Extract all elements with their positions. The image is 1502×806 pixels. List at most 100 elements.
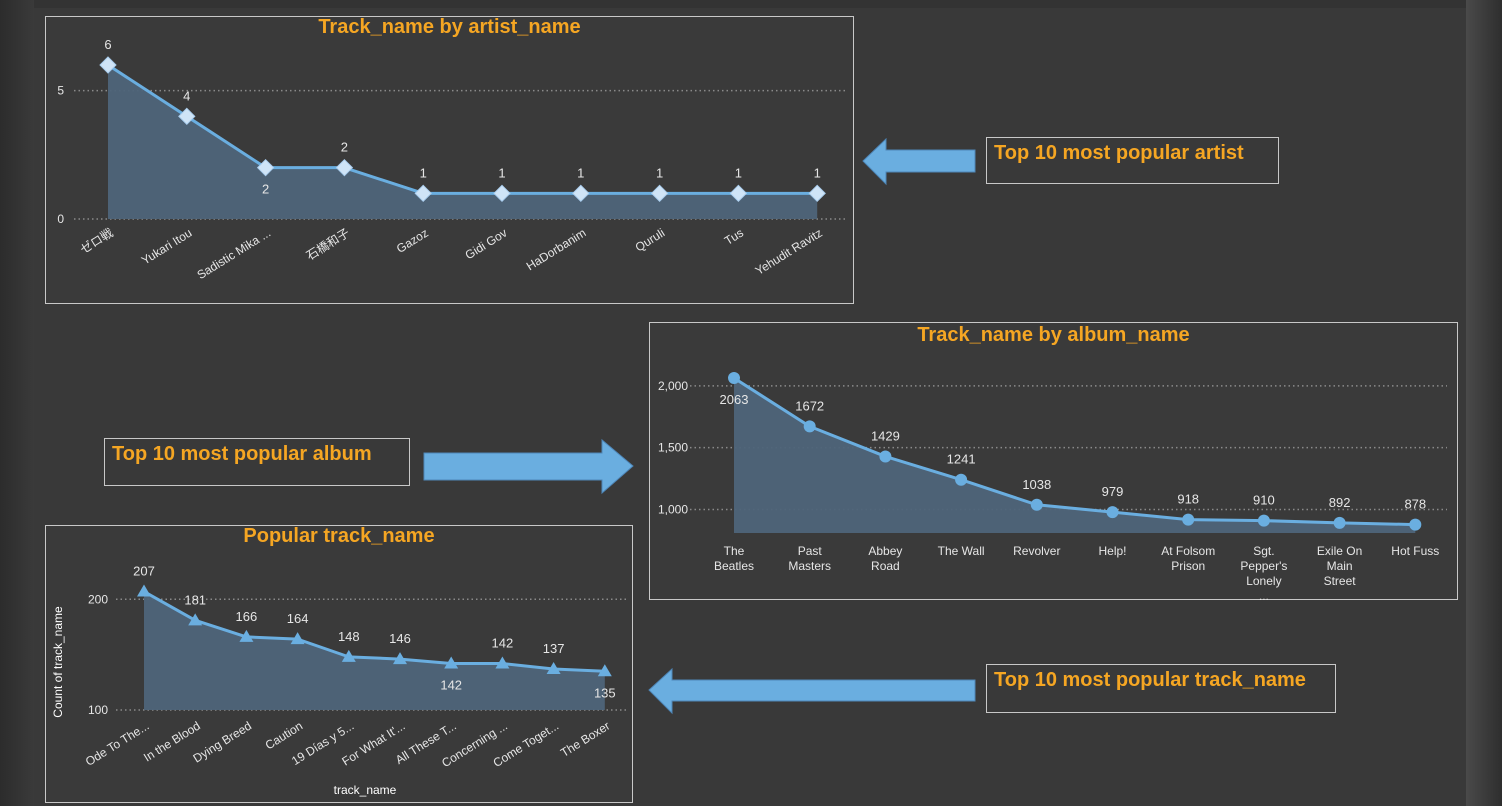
right-arrow-icon bbox=[423, 438, 634, 495]
y-tick-label: 2,000 bbox=[658, 379, 688, 393]
track-chart-panel[interactable]: 100 200 207 181 166 164 148 146 142 142 137 135 Ode … bbox=[45, 525, 633, 803]
data-label: 207 bbox=[133, 564, 155, 579]
x-tick-label: Past Masters bbox=[788, 544, 831, 573]
data-label: 142 bbox=[492, 636, 514, 651]
x-tick-label: ゼロ戦 bbox=[78, 226, 116, 257]
album-chart-title: Track_name by album_name bbox=[917, 324, 1190, 346]
data-label: 148 bbox=[338, 629, 360, 644]
data-point-marker bbox=[1409, 518, 1422, 531]
data-point-marker bbox=[597, 664, 612, 677]
x-tick-label: 石橋和子 bbox=[304, 226, 352, 263]
data-point-marker bbox=[572, 184, 590, 203]
data-label: 1241 bbox=[947, 452, 976, 467]
series-area bbox=[734, 378, 1416, 533]
data-point-marker bbox=[290, 632, 305, 645]
x-tick-label: Gidi Gov bbox=[463, 226, 510, 263]
data-label: 1672 bbox=[795, 398, 824, 413]
x-tick-label: HaDorbanim bbox=[524, 226, 589, 274]
artist-chart-panel[interactable]: 0 5 6 4 2 2 1 1 1 1 1 1 ゼロ戦 Yukari Itou Sadistic Mika … bbox=[45, 16, 854, 304]
right-scroll-edge bbox=[1466, 0, 1502, 806]
x-tick-label: The Boxer bbox=[558, 719, 612, 760]
data-point-marker bbox=[808, 184, 826, 203]
track-chart: 100 200 207 181 166 164 148 146 142 142 137 135 Ode … bbox=[51, 564, 626, 797]
y-axis-title: Count of track_name bbox=[51, 606, 65, 718]
data-point-marker bbox=[188, 613, 203, 626]
x-tick-label: Dying Breed bbox=[191, 719, 254, 766]
data-point-marker bbox=[393, 652, 407, 665]
data-label: 1 bbox=[735, 165, 742, 180]
series-line bbox=[733, 376, 1416, 527]
data-label: 918 bbox=[1177, 492, 1199, 507]
artist-chart-title: Track_name by artist_name bbox=[318, 16, 581, 38]
left-arrow-icon bbox=[648, 668, 976, 715]
data-label: 1 bbox=[498, 165, 505, 180]
album-callout: Top 10 most popular album bbox=[104, 438, 410, 486]
data-label: 892 bbox=[1329, 495, 1351, 510]
x-tick-label: Gazoz bbox=[394, 226, 431, 256]
x-tick-label: Sgt. Pepper's Lonely... bbox=[1240, 544, 1287, 601]
data-label: 6 bbox=[104, 37, 111, 52]
data-point-marker bbox=[414, 184, 432, 203]
data-label: 146 bbox=[389, 631, 411, 646]
data-point-marker bbox=[137, 584, 151, 597]
left-arrow-icon bbox=[862, 138, 976, 186]
track-chart-title: Popular track_name bbox=[243, 525, 435, 547]
y-tick-label: 5 bbox=[57, 84, 64, 98]
x-tick-label: Caution bbox=[263, 719, 306, 753]
series-line bbox=[143, 590, 605, 673]
data-label: 2 bbox=[341, 140, 348, 155]
data-label: 4 bbox=[183, 88, 190, 103]
x-tick-label: Yukari Itou bbox=[139, 226, 195, 268]
data-point-marker bbox=[1333, 516, 1346, 529]
data-point-marker bbox=[729, 184, 748, 203]
x-tick-label: Exile On Main Street bbox=[1317, 544, 1362, 588]
data-label: 1429 bbox=[871, 428, 900, 443]
series-area bbox=[144, 591, 605, 710]
data-label: 878 bbox=[1404, 497, 1426, 512]
data-point-marker bbox=[178, 107, 196, 126]
x-tick-label: Ode To The... bbox=[83, 719, 152, 769]
track-callout: Top 10 most popular track_name bbox=[986, 664, 1336, 713]
data-point-marker bbox=[1030, 498, 1043, 511]
data-label: 1038 bbox=[1022, 477, 1051, 492]
data-point-marker bbox=[444, 656, 459, 669]
data-point-marker bbox=[650, 184, 669, 203]
data-label: 1 bbox=[577, 165, 584, 180]
series-area bbox=[108, 65, 818, 219]
data-point-marker bbox=[1106, 506, 1119, 519]
data-point-marker bbox=[99, 56, 117, 74]
data-point-marker bbox=[803, 420, 816, 433]
data-label: 2 bbox=[262, 182, 269, 197]
album-chart-panel[interactable]: 1,000 1,500 2,000 2063 1672 1429 1241 1038 979 91… bbox=[649, 322, 1458, 601]
data-point-marker bbox=[335, 158, 354, 177]
data-point-marker bbox=[256, 158, 275, 177]
x-tick-label: Yehudit Ravitz bbox=[753, 226, 825, 278]
data-point-marker bbox=[493, 184, 511, 203]
data-point-marker bbox=[495, 656, 510, 669]
series-line bbox=[107, 63, 818, 195]
x-tick-label: At Folsom Prison bbox=[1161, 544, 1215, 573]
data-label: 1 bbox=[420, 165, 427, 180]
data-point-marker bbox=[546, 662, 561, 675]
data-label: 135 bbox=[594, 685, 616, 700]
y-tick-label: 200 bbox=[88, 592, 108, 606]
artist-chart: 0 5 6 4 2 2 1 1 1 1 1 1 ゼロ戦 Yukari Itou Sadistic Mika … bbox=[57, 37, 846, 282]
data-label: 2063 bbox=[720, 392, 749, 407]
left-edge bbox=[0, 0, 34, 806]
x-tick-label: Tus bbox=[722, 226, 746, 248]
data-point-marker bbox=[1182, 513, 1195, 526]
x-tick-label: Revolver bbox=[1013, 544, 1060, 558]
artist-callout: Top 10 most popular artist bbox=[986, 137, 1279, 184]
data-label: 910 bbox=[1253, 493, 1275, 508]
y-tick-label: 100 bbox=[88, 703, 108, 717]
x-axis-title: track_name bbox=[334, 783, 397, 797]
x-tick-label: Sadistic Mika ... bbox=[195, 226, 274, 282]
data-label: 181 bbox=[184, 592, 206, 607]
data-point-marker bbox=[728, 372, 740, 385]
y-tick-label: 0 bbox=[57, 212, 64, 226]
data-label: 137 bbox=[543, 641, 565, 656]
x-tick-label: Quruli bbox=[633, 226, 668, 255]
x-tick-label: Help! bbox=[1098, 544, 1126, 558]
data-point-marker bbox=[1257, 514, 1270, 527]
data-point-marker bbox=[879, 450, 892, 463]
